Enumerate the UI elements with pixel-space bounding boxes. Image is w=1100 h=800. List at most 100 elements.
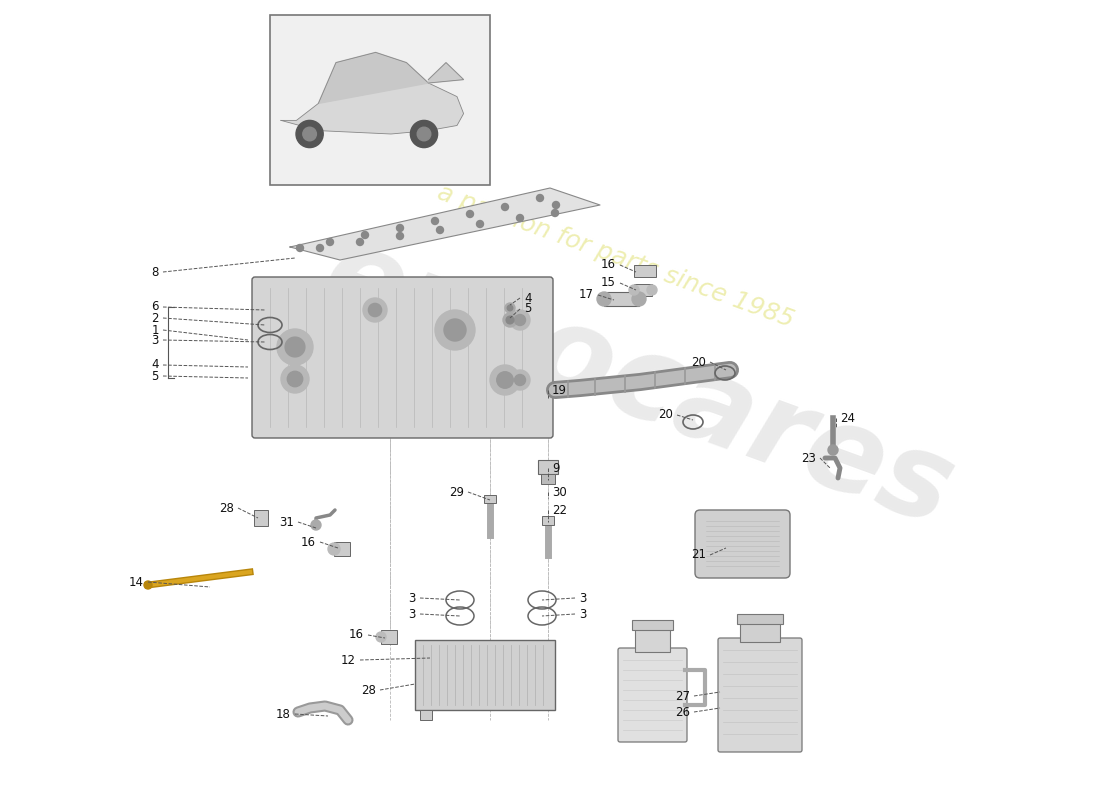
- Text: 16: 16: [601, 258, 616, 271]
- FancyBboxPatch shape: [695, 510, 790, 578]
- Text: 24: 24: [840, 411, 855, 425]
- Text: 26: 26: [675, 706, 690, 718]
- Text: 3: 3: [408, 607, 416, 621]
- Bar: [632, 620, 673, 630]
- Circle shape: [551, 210, 559, 217]
- Circle shape: [597, 292, 611, 306]
- Circle shape: [466, 210, 473, 218]
- Circle shape: [434, 310, 475, 350]
- Text: 23: 23: [801, 451, 816, 465]
- FancyBboxPatch shape: [252, 277, 553, 438]
- Circle shape: [431, 218, 439, 225]
- Circle shape: [490, 365, 520, 395]
- Circle shape: [417, 127, 431, 141]
- Text: 31: 31: [279, 515, 294, 529]
- Circle shape: [144, 581, 152, 589]
- FancyBboxPatch shape: [718, 638, 802, 752]
- Text: a passion for parts since 1985: a passion for parts since 1985: [434, 180, 798, 332]
- Polygon shape: [318, 53, 428, 103]
- Bar: [604, 292, 639, 306]
- Text: 3: 3: [579, 591, 586, 605]
- Text: 19: 19: [552, 383, 567, 397]
- Circle shape: [363, 298, 387, 322]
- Circle shape: [506, 316, 514, 324]
- Text: 4: 4: [524, 291, 531, 305]
- Circle shape: [396, 233, 404, 239]
- Text: 28: 28: [219, 502, 234, 514]
- Text: 3: 3: [152, 334, 160, 346]
- Circle shape: [552, 202, 560, 209]
- Circle shape: [505, 303, 515, 313]
- Bar: [538, 460, 558, 474]
- Text: 5: 5: [152, 370, 160, 382]
- Circle shape: [517, 214, 524, 222]
- Circle shape: [503, 313, 517, 327]
- Text: 22: 22: [552, 503, 567, 517]
- Bar: [270, 15, 490, 185]
- Text: 20: 20: [658, 409, 673, 422]
- Circle shape: [356, 238, 363, 246]
- Circle shape: [510, 310, 530, 330]
- Circle shape: [410, 120, 438, 147]
- Circle shape: [362, 231, 369, 238]
- Text: 21: 21: [691, 549, 706, 562]
- Circle shape: [502, 203, 508, 210]
- Circle shape: [302, 127, 317, 141]
- Circle shape: [515, 314, 526, 326]
- Circle shape: [317, 245, 323, 251]
- Circle shape: [327, 238, 333, 246]
- Circle shape: [476, 221, 484, 227]
- Circle shape: [287, 371, 303, 386]
- Bar: [420, 710, 432, 720]
- Circle shape: [376, 632, 386, 642]
- Bar: [635, 628, 670, 652]
- Text: 29: 29: [449, 486, 464, 498]
- Circle shape: [277, 329, 313, 365]
- Text: 30: 30: [552, 486, 567, 498]
- Text: 14: 14: [129, 575, 144, 589]
- Text: 28: 28: [361, 683, 376, 697]
- Text: 16: 16: [301, 535, 316, 549]
- Bar: [634, 265, 656, 277]
- FancyBboxPatch shape: [618, 648, 688, 742]
- Circle shape: [497, 372, 514, 388]
- Circle shape: [297, 245, 304, 251]
- Text: 16: 16: [349, 629, 364, 642]
- Bar: [740, 622, 780, 642]
- Circle shape: [507, 306, 513, 310]
- Bar: [415, 640, 556, 710]
- Circle shape: [828, 445, 838, 455]
- Circle shape: [632, 292, 646, 306]
- Text: 12: 12: [341, 654, 356, 666]
- Text: 8: 8: [152, 266, 160, 278]
- Circle shape: [537, 194, 543, 202]
- Bar: [334, 542, 350, 556]
- Text: 5: 5: [524, 302, 531, 315]
- Circle shape: [296, 120, 323, 147]
- Text: 15: 15: [601, 277, 616, 290]
- Text: 3: 3: [579, 607, 586, 621]
- Text: 27: 27: [675, 690, 690, 702]
- Bar: [484, 495, 496, 503]
- Bar: [542, 516, 554, 525]
- Text: 4: 4: [152, 358, 160, 371]
- Text: 3: 3: [408, 591, 416, 605]
- Text: 6: 6: [152, 301, 160, 314]
- Text: 9: 9: [552, 462, 560, 474]
- Circle shape: [510, 370, 530, 390]
- Circle shape: [629, 285, 639, 295]
- Bar: [737, 614, 783, 624]
- Bar: [381, 630, 397, 644]
- Circle shape: [328, 543, 340, 555]
- Text: 1: 1: [152, 323, 160, 337]
- Text: 17: 17: [579, 289, 594, 302]
- Circle shape: [437, 226, 443, 234]
- Text: 18: 18: [276, 707, 292, 721]
- Circle shape: [285, 337, 305, 357]
- Circle shape: [647, 285, 657, 295]
- Bar: [634, 284, 652, 296]
- Text: 20: 20: [691, 355, 706, 369]
- Text: eurocares: eurocares: [308, 217, 968, 551]
- Circle shape: [444, 319, 466, 341]
- Circle shape: [515, 374, 526, 386]
